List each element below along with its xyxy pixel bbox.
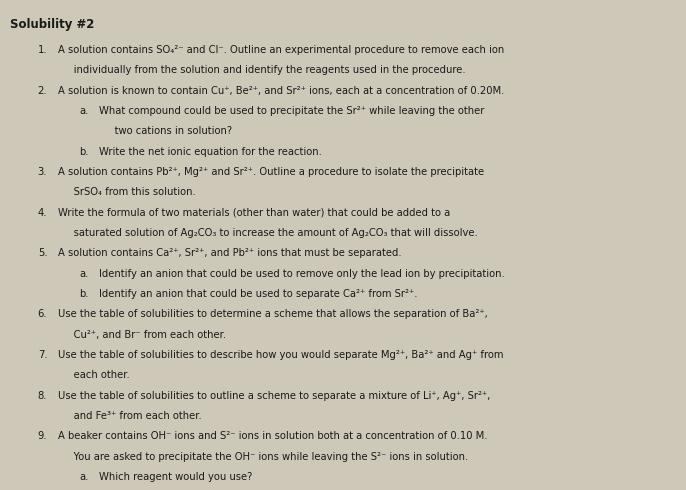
Text: Identify an anion that could be used to separate Ca²⁺ from Sr²⁺.: Identify an anion that could be used to … xyxy=(99,289,418,299)
Text: each other.: each other. xyxy=(58,370,130,380)
Text: Solubility #2: Solubility #2 xyxy=(10,18,95,31)
Text: 1.: 1. xyxy=(38,45,47,55)
Text: A solution contains SO₄²⁻ and Cl⁻. Outline an experimental procedure to remove e: A solution contains SO₄²⁻ and Cl⁻. Outli… xyxy=(58,45,505,55)
Text: and Fe³⁺ from each other.: and Fe³⁺ from each other. xyxy=(58,411,202,421)
Text: individually from the solution and identify the reagents used in the procedure.: individually from the solution and ident… xyxy=(58,65,466,75)
Text: b.: b. xyxy=(79,289,88,299)
Text: A solution contains Pb²⁺, Mg²⁺ and Sr²⁺. Outline a procedure to isolate the prec: A solution contains Pb²⁺, Mg²⁺ and Sr²⁺.… xyxy=(58,167,484,177)
Text: Write the formula of two materials (other than water) that could be added to a: Write the formula of two materials (othe… xyxy=(58,208,451,218)
Text: A solution contains Ca²⁺, Sr²⁺, and Pb²⁺ ions that must be separated.: A solution contains Ca²⁺, Sr²⁺, and Pb²⁺… xyxy=(58,248,402,258)
Text: What compound could be used to precipitate the Sr²⁺ while leaving the other: What compound could be used to precipita… xyxy=(99,106,485,116)
Text: Cu²⁺, and Br⁻ from each other.: Cu²⁺, and Br⁻ from each other. xyxy=(58,330,226,340)
Text: b.: b. xyxy=(79,147,88,157)
Text: 4.: 4. xyxy=(38,208,47,218)
Text: a.: a. xyxy=(79,106,88,116)
Text: 7.: 7. xyxy=(38,350,47,360)
Text: Which reagent would you use?: Which reagent would you use? xyxy=(99,472,253,482)
Text: 8.: 8. xyxy=(38,391,47,401)
Text: 3.: 3. xyxy=(38,167,47,177)
Text: You are asked to precipitate the OH⁻ ions while leaving the S²⁻ ions in solution: You are asked to precipitate the OH⁻ ion… xyxy=(58,452,469,462)
Text: Identify an anion that could be used to remove only the lead ion by precipitatio: Identify an anion that could be used to … xyxy=(99,269,505,279)
Text: 2.: 2. xyxy=(38,86,47,96)
Text: SrSO₄ from this solution.: SrSO₄ from this solution. xyxy=(58,188,196,197)
Text: saturated solution of Ag₂CO₃ to increase the amount of Ag₂CO₃ that will dissolve: saturated solution of Ag₂CO₃ to increase… xyxy=(58,228,478,238)
Text: Write the net ionic equation for the reaction.: Write the net ionic equation for the rea… xyxy=(99,147,322,157)
Text: a.: a. xyxy=(79,472,88,482)
Text: a.: a. xyxy=(79,269,88,279)
Text: 9.: 9. xyxy=(38,432,47,441)
Text: Use the table of solubilities to describe how you would separate Mg²⁺, Ba²⁺ and : Use the table of solubilities to describ… xyxy=(58,350,504,360)
Text: Use the table of solubilities to outline a scheme to separate a mixture of Li⁺, : Use the table of solubilities to outline… xyxy=(58,391,490,401)
Text: two cations in solution?: two cations in solution? xyxy=(99,126,233,136)
Text: 5.: 5. xyxy=(38,248,47,258)
Text: A beaker contains OH⁻ ions and S²⁻ ions in solution both at a concentration of 0: A beaker contains OH⁻ ions and S²⁻ ions … xyxy=(58,432,488,441)
Text: Use the table of solubilities to determine a scheme that allows the separation o: Use the table of solubilities to determi… xyxy=(58,310,488,319)
Text: 6.: 6. xyxy=(38,310,47,319)
Text: A solution is known to contain Cu⁺, Be²⁺, and Sr²⁺ ions, each at a concentration: A solution is known to contain Cu⁺, Be²⁺… xyxy=(58,86,505,96)
